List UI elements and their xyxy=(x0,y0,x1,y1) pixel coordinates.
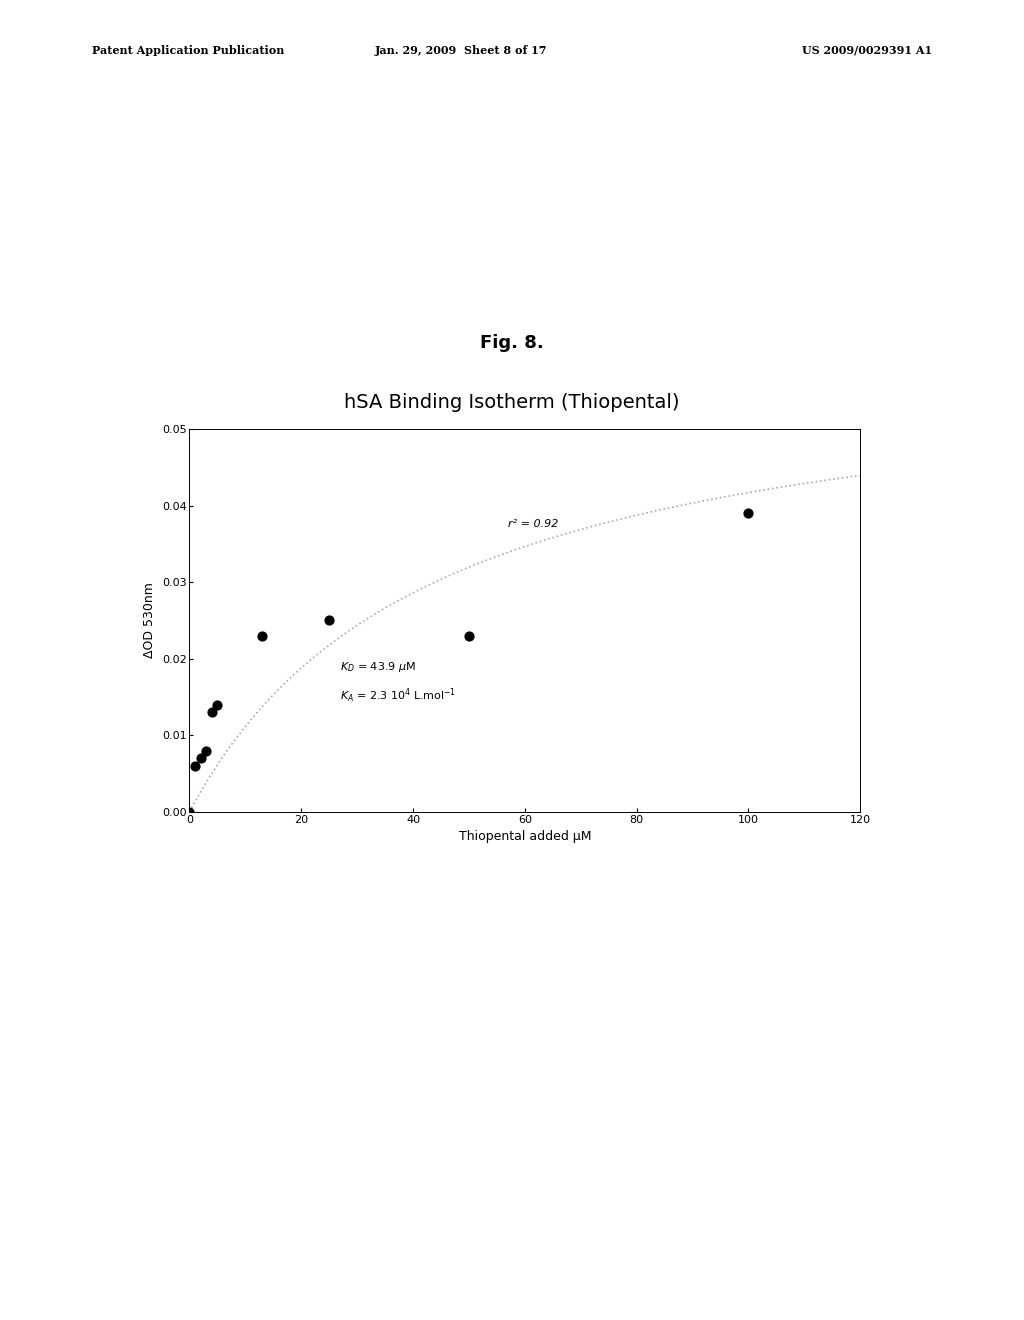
Point xyxy=(181,801,198,822)
Text: $K_D$ = 43.9 $\mu$M: $K_D$ = 43.9 $\mu$M xyxy=(340,660,417,675)
Text: hSA Binding Isotherm (Thiopental): hSA Binding Isotherm (Thiopental) xyxy=(344,393,680,412)
Text: r² = 0.92: r² = 0.92 xyxy=(508,519,558,528)
Point xyxy=(321,610,337,631)
Point xyxy=(193,747,209,768)
X-axis label: Thiopental added μM: Thiopental added μM xyxy=(459,830,591,843)
Point xyxy=(254,626,270,647)
Text: $K_A$ = 2.3 10$^4$ L.mol$^{-1}$: $K_A$ = 2.3 10$^4$ L.mol$^{-1}$ xyxy=(340,686,457,705)
Text: US 2009/0029391 A1: US 2009/0029391 A1 xyxy=(802,45,932,55)
Text: Fig. 8.: Fig. 8. xyxy=(480,334,544,352)
Point xyxy=(461,626,477,647)
Y-axis label: ΔOD 530nm: ΔOD 530nm xyxy=(143,582,157,659)
Point xyxy=(198,741,214,762)
Text: Patent Application Publication: Patent Application Publication xyxy=(92,45,285,55)
Point xyxy=(209,694,225,715)
Point xyxy=(740,503,757,524)
Point xyxy=(186,755,203,776)
Point xyxy=(204,702,220,723)
Text: Jan. 29, 2009  Sheet 8 of 17: Jan. 29, 2009 Sheet 8 of 17 xyxy=(375,45,547,55)
